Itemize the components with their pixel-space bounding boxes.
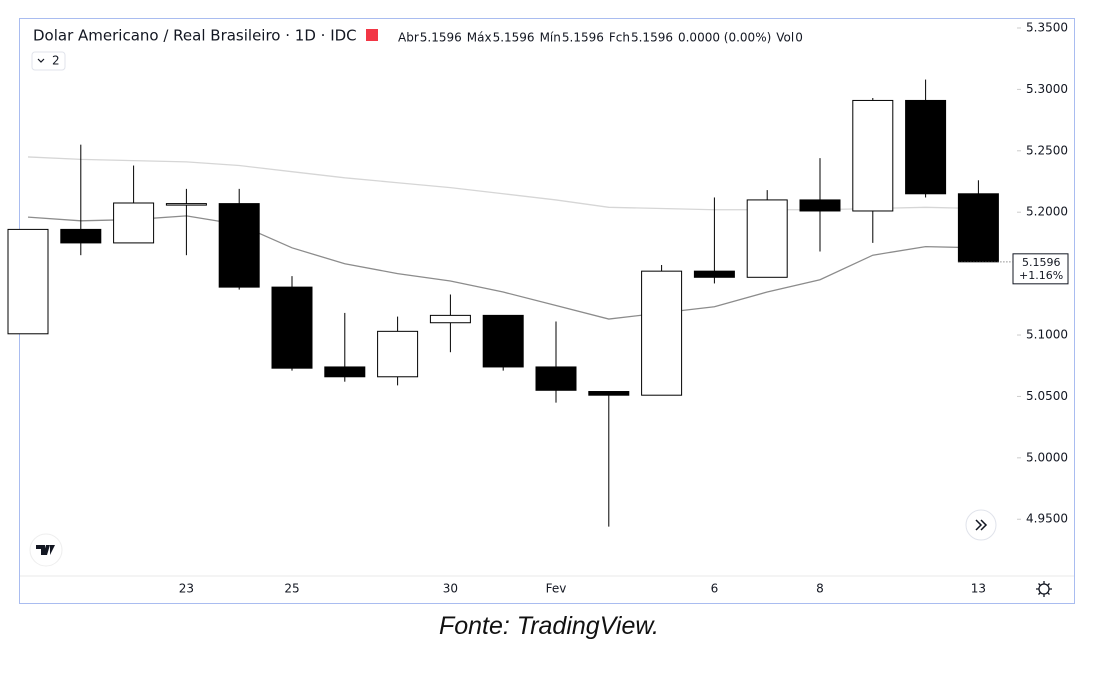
- price-tag: [1012, 253, 1069, 285]
- ohlc-legend: Abr 5.1596 Máx 5.1596 Mín 5.1596 Fch 5.1596 0.00…: [398, 31, 803, 45]
- candle-body: [271, 286, 313, 369]
- candle-body: [60, 228, 102, 244]
- price-tag-change: +1.16%: [1019, 269, 1063, 282]
- candle-body: [957, 193, 999, 263]
- chevron-icon: [37, 58, 45, 63]
- candle-body: [905, 99, 947, 195]
- legend-label: Vol: [776, 31, 794, 45]
- chart-title: Dolar Americano / Real Brasileiro · 1D ·…: [33, 27, 357, 45]
- candle-body: [429, 314, 471, 324]
- legend-label: Máx: [467, 31, 492, 45]
- caption: Fonte: TradingView.: [438, 612, 660, 640]
- indicator-count: 2: [52, 54, 60, 68]
- x-tick-label: 6: [711, 582, 719, 596]
- logo-glyph: [36, 545, 55, 555]
- legend-value: 5.1596: [562, 31, 604, 45]
- y-tick-label: 5.0500: [1026, 389, 1068, 403]
- y-tick-label: 5.2000: [1026, 205, 1068, 219]
- candle-body: [165, 203, 207, 206]
- y-tick-label: 5.3000: [1026, 82, 1068, 96]
- scroll-button[interactable]: [965, 509, 997, 541]
- indicator-toggle[interactable]: [31, 51, 66, 71]
- y-tick-label: 5.0000: [1026, 450, 1068, 464]
- candle-body: [746, 199, 788, 278]
- x-tick-label: 13: [971, 582, 986, 596]
- tradingview-logo[interactable]: [29, 533, 63, 567]
- legend-value: 5.1596: [631, 31, 673, 45]
- x-tick-label: 23: [179, 582, 194, 596]
- legend-value: 0: [795, 31, 803, 45]
- market-flag: [366, 29, 378, 41]
- x-tick-label: 8: [816, 582, 824, 596]
- candle-body: [852, 99, 894, 212]
- price-tag-value: 5.1596: [1022, 256, 1061, 269]
- legend-value: 5.1596: [493, 31, 535, 45]
- candle-body: [641, 270, 683, 396]
- candle-body: [113, 202, 155, 244]
- plot: [7, 79, 1017, 527]
- y-tick-label: 5.1000: [1026, 328, 1068, 342]
- x-tick-label: 25: [284, 582, 299, 596]
- settings-button[interactable]: [1036, 581, 1052, 597]
- legend-label: Fch: [609, 31, 630, 45]
- chart: Dolar Americano / Real Brasileiro · 1D ·…: [7, 18, 1075, 604]
- candle-body: [482, 314, 524, 368]
- candle-body: [377, 330, 419, 378]
- candle-body: [693, 270, 735, 278]
- chart-frame: [19, 18, 1075, 604]
- legend-value: 0.0000 (0.00%): [678, 31, 771, 45]
- candle-body: [535, 366, 577, 391]
- gear-teeth: [1036, 581, 1052, 597]
- legend-label: Abr: [398, 31, 419, 45]
- candle-body: [218, 203, 260, 288]
- x-tick-label: Fev: [546, 582, 567, 596]
- y-tick-label: 5.2500: [1026, 143, 1068, 157]
- candle-body: [799, 199, 841, 212]
- candle-body: [324, 366, 366, 378]
- y-tick-label: 5.3500: [1026, 20, 1068, 34]
- legend-value: 5.1596: [420, 31, 462, 45]
- legend-label: Mín: [540, 31, 561, 45]
- x-tick-label: 30: [443, 582, 458, 596]
- candle-body: [7, 228, 49, 335]
- candle-body: [588, 391, 630, 396]
- scroll-icon: [975, 519, 988, 531]
- y-tick-label: 4.9500: [1026, 512, 1068, 526]
